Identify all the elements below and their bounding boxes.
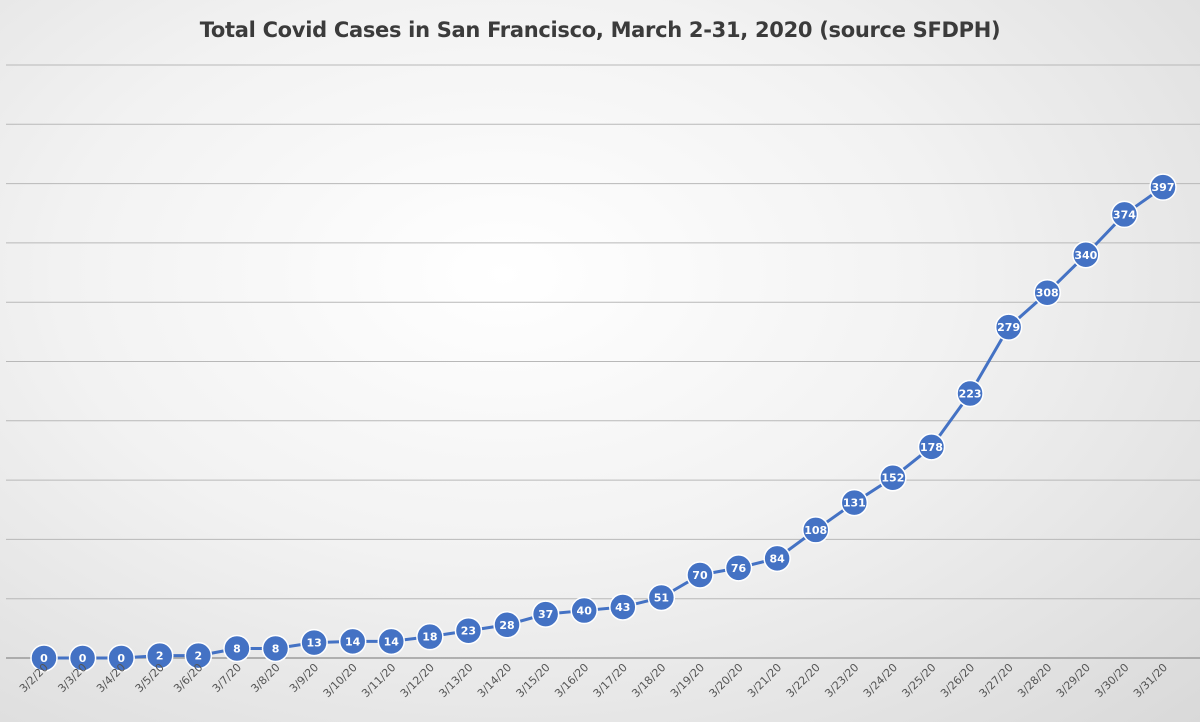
data-point [223,634,251,663]
x-tick-label: 3/18/20 [629,661,668,700]
data-point [30,644,58,672]
series-line-layer [44,185,1164,660]
data-label: 340 [1074,249,1097,262]
x-tick-label: 3/10/20 [321,661,360,700]
data-point [917,433,946,461]
data-point [570,596,598,625]
data-point [454,616,483,645]
data-point [377,627,406,656]
x-tick-label: 3/12/20 [398,661,437,700]
gridlines [6,64,1200,659]
data-label: 14 [384,635,400,648]
x-tick-label: 3/19/20 [668,661,707,700]
data-label: 397 [1152,181,1175,194]
data-label: 308 [1036,287,1059,300]
x-tick-label: 3/5/20 [133,661,167,695]
data-point [763,544,791,573]
data-point [493,611,521,639]
x-tick-label: 3/9/20 [287,661,321,695]
x-tick-label: 3/27/20 [977,661,1016,700]
data-label: 37 [538,608,553,621]
x-tick-label: 3/20/20 [706,661,745,700]
data-label: 178 [920,441,943,454]
data-point [956,379,984,408]
data-point [146,641,174,670]
data-point [724,554,753,582]
data-label: 0 [117,652,125,665]
data-label: 108 [804,524,827,537]
data-point [68,644,97,672]
data-point [801,516,830,544]
data-label: 40 [577,605,593,618]
data-label: 23 [461,625,476,638]
data-label: 14 [345,635,361,648]
series-line [44,185,1164,660]
data-label: 131 [843,497,866,510]
data-point [107,644,135,672]
data-label: 76 [731,562,747,575]
data-label: 70 [692,569,708,582]
x-tick-label: 3/26/20 [938,661,977,700]
data-point [840,488,869,517]
data-label: 374 [1113,208,1136,221]
data-point [686,561,714,589]
x-tick-label: 3/8/20 [248,661,282,695]
data-label: 223 [959,388,982,401]
data-point [416,622,444,651]
x-axis-tick-labels: 3/2/20 3/3/20 3/4/20 3/5/20 3/6/20 3/7/20 3/8/… [17,661,1170,700]
data-point [261,634,290,663]
data-point [1072,241,1100,269]
data-label: 43 [615,601,630,614]
data-point [1033,278,1061,307]
data-point [994,313,1023,341]
x-tick-label: 3/25/20 [899,661,938,700]
data-point [879,463,907,492]
x-tick-label: 3/16/20 [552,661,591,700]
x-tick-label: 3/7/20 [210,661,244,695]
x-tick-label: 3/13/20 [436,661,475,700]
data-label: 84 [769,552,785,565]
data-label: 8 [233,643,241,656]
data-label: 279 [997,321,1020,334]
x-tick-label: 3/21/20 [745,661,784,700]
data-label: 51 [654,592,669,605]
data-label: 18 [422,631,437,644]
data-label: 152 [881,472,904,485]
data-point [531,600,560,628]
x-tick-label: 3/14/20 [475,661,514,700]
x-tick-label: 3/22/20 [784,661,823,700]
data-point [647,583,676,612]
data-point [338,627,367,656]
data-point [184,641,213,670]
data-label: 0 [79,652,87,665]
data-label: 28 [499,619,514,632]
chart-title: Total Covid Cases in San Francisco, Marc… [199,18,1001,42]
x-tick-label: 3/6/20 [171,661,205,695]
x-tick-label: 3/23/20 [822,661,861,700]
data-label: 0 [40,652,48,665]
x-tick-label: 3/31/20 [1131,661,1170,700]
x-tick-label: 3/28/20 [1015,661,1054,700]
data-label: 8 [272,643,280,656]
data-label: 13 [306,637,321,650]
data-point [609,593,637,621]
data-point [1149,173,1177,201]
x-tick-label: 3/11/20 [359,661,398,700]
x-tick-label: 3/29/20 [1054,661,1093,700]
x-tick-label: 3/24/20 [861,661,900,700]
data-label: 2 [156,650,164,663]
x-tick-label: 3/17/20 [591,661,630,700]
data-label: 2 [195,650,203,663]
data-point [300,628,328,657]
x-tick-label: 3/15/20 [514,661,553,700]
x-tick-label: 3/30/20 [1092,661,1131,700]
data-point [1110,200,1139,229]
